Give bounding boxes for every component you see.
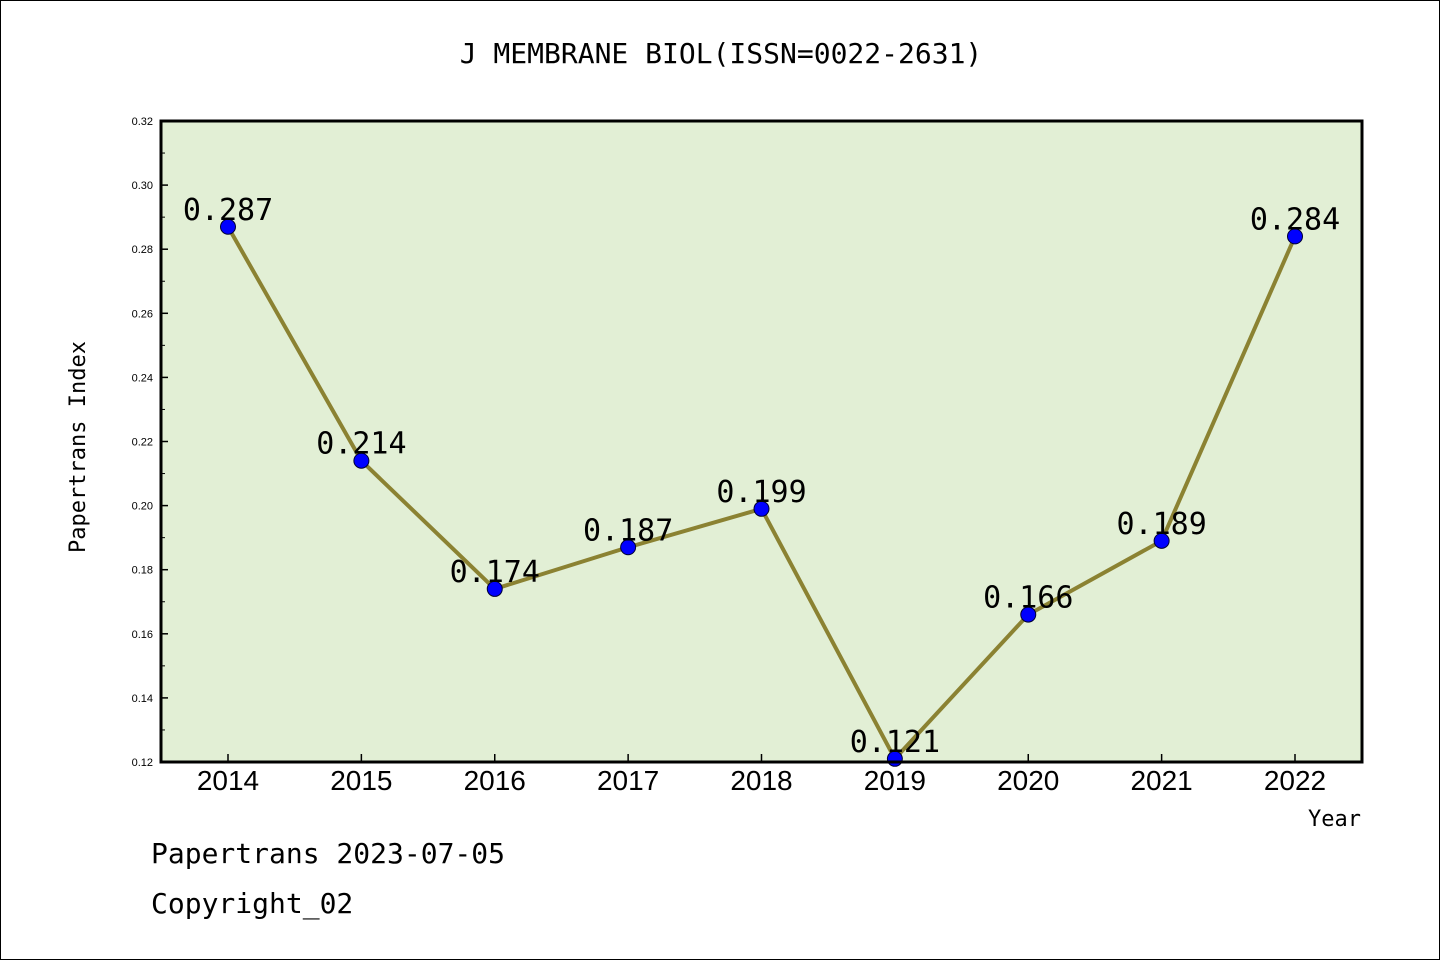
y-tick-label: 0.22 [132,437,153,449]
y-axis-label: Papertrans Index [66,341,91,553]
data-label: 0.214 [316,427,406,462]
y-tick-label: 0.18 [132,565,153,577]
data-point [1020,606,1037,623]
data-label: 0.284 [1250,202,1340,237]
y-tick-label: 0.28 [132,244,153,256]
x-tick-label: 2022 [1264,765,1326,796]
data-point [1153,532,1170,549]
y-tick-label: 0.24 [132,372,153,384]
data-label: 0.166 [983,581,1073,616]
data-point [620,539,637,556]
y-tick-label: 0.16 [132,629,153,641]
footer-date: Papertrans 2023-07-05 [151,837,506,870]
y-tick-label: 0.14 [132,693,153,705]
data-label: 0.189 [1116,507,1206,542]
data-point [1287,228,1303,245]
data-label: 0.199 [716,475,806,510]
data-label: 0.121 [850,725,940,760]
data-label: 0.187 [583,513,673,548]
x-tick-label: 2015 [330,765,392,796]
data-point [220,218,236,235]
plot-frame [159,119,1364,764]
data-point [353,452,370,469]
y-tick-label: 0.12 [132,757,153,769]
series-points [220,218,1303,767]
x-tick-label: 2019 [864,765,926,796]
x-tick-label: 2016 [464,765,526,796]
y-tick-label: 0.26 [132,308,153,320]
x-tick-label: 2018 [730,765,792,796]
data-point [753,500,770,517]
x-tick-label: 2021 [1130,765,1192,796]
x-tick-label: 2017 [597,765,659,796]
data-labels: 0.287 0.214 0.174 0.187 0.199 0.121 0.166 0.189… [183,193,1340,760]
x-tick-label: 2020 [997,765,1059,796]
chart-title: J MEMBRANE BIOL(ISSN=0022-2631) [459,37,983,70]
footer-copyright: Copyright_02 [151,887,354,920]
x-axis-label: Year [1308,807,1361,832]
data-point [486,580,503,597]
data-label: 0.287 [183,193,273,228]
x-tick-label: 2014 [197,765,259,796]
plot-area [161,121,1362,762]
y-tick-label: 0.30 [132,180,153,192]
y-tick-label: 0.20 [132,501,153,513]
data-label: 0.174 [450,555,540,590]
x-axis-ticks: 2014 2015 2016 2017 2018 2019 2020 2021 2022 [197,754,1326,796]
y-tick-label: 0.32 [132,116,153,128]
